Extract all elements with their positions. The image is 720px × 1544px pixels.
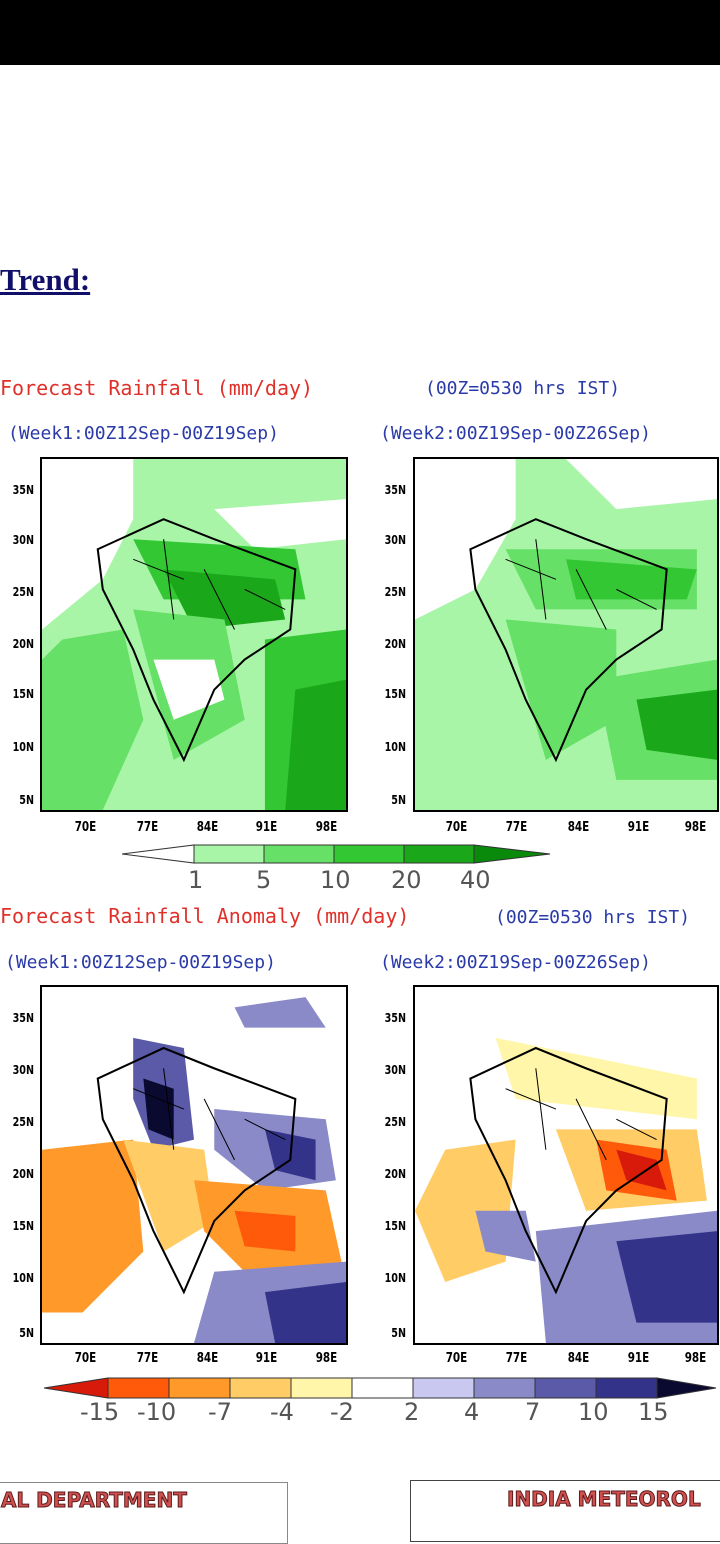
footer-right-box: INDIA METEOROL xyxy=(410,1480,720,1542)
footer-right-title: INDIA METEOROL xyxy=(507,1487,702,1512)
colorbar-label: 10 xyxy=(578,1398,609,1426)
lon-label: 91E xyxy=(627,820,650,835)
lat-label: 35N xyxy=(12,1011,35,1025)
lon-label: 98E xyxy=(315,820,338,835)
colorbar-label: 2 xyxy=(404,1398,420,1426)
lat-label: 35N xyxy=(12,483,35,497)
lon-label: 84E xyxy=(567,1351,590,1366)
rainfall-title: Forecast Rainfall (mm/day) xyxy=(0,376,314,400)
lon-label: 70E xyxy=(74,1351,97,1366)
lat-label: 30N xyxy=(12,533,35,547)
anomaly-week1-map xyxy=(40,985,348,1345)
lon-label: 77E xyxy=(136,1351,159,1366)
lat-label: 5N xyxy=(391,793,406,807)
trend-heading: Trend: xyxy=(0,262,91,297)
lon-label: 91E xyxy=(255,820,278,835)
lat-label: 35N xyxy=(384,483,406,497)
colorbar-label: 40 xyxy=(460,866,491,894)
rainfall-week2-label: (Week2:00Z19Sep-00Z26Sep) xyxy=(380,423,651,444)
colorbar-label: -2 xyxy=(330,1398,354,1426)
colorbar-label: 5 xyxy=(256,866,272,894)
top-bar xyxy=(0,0,720,65)
lat-label: 25N xyxy=(384,585,406,599)
lon-label: 98E xyxy=(684,820,707,835)
colorbar-label: 7 xyxy=(525,1398,541,1426)
lon-label: 84E xyxy=(567,820,590,835)
lon-label: 77E xyxy=(505,1351,528,1366)
lon-label: 70E xyxy=(445,1351,468,1366)
lat-label: 15N xyxy=(384,1219,406,1233)
lat-label: 20N xyxy=(12,1167,35,1181)
colorbar-label: 15 xyxy=(638,1398,669,1426)
rainfall-time-note: (00Z=0530 hrs IST) xyxy=(425,378,621,399)
anomaly-week2-label: (Week2:00Z19Sep-00Z26Sep) xyxy=(380,952,651,973)
lat-label: 15N xyxy=(12,687,35,701)
lat-label: 5N xyxy=(391,1326,406,1340)
lat-label: 20N xyxy=(12,637,35,651)
anomaly-colorbar xyxy=(44,1377,717,1399)
lat-label: 35N xyxy=(384,1011,406,1025)
lat-label: 20N xyxy=(384,1167,406,1181)
colorbar-label: -15 xyxy=(80,1398,120,1426)
lon-label: 91E xyxy=(255,1351,278,1366)
lat-label: 25N xyxy=(384,1115,406,1129)
lat-label: 10N xyxy=(384,1271,406,1285)
colorbar-label: 4 xyxy=(464,1398,480,1426)
footer-left-box: AL DEPARTMENT xyxy=(0,1482,288,1544)
footer-left-title: AL DEPARTMENT xyxy=(1,1488,188,1513)
rainfall-week2-map xyxy=(413,457,719,812)
anomaly-week1-label: (Week1:00Z12Sep-00Z19Sep) xyxy=(5,952,276,973)
lon-label: 70E xyxy=(74,820,97,835)
lat-label: 10N xyxy=(12,1271,35,1285)
colorbar-label: 1 xyxy=(188,866,204,894)
lon-label: 91E xyxy=(627,1351,650,1366)
lon-label: 98E xyxy=(315,1351,338,1366)
anomaly-time-note: (00Z=0530 hrs IST) xyxy=(495,907,691,928)
lat-label: 15N xyxy=(384,687,406,701)
lat-label: 30N xyxy=(384,533,406,547)
lon-label: 77E xyxy=(505,820,528,835)
lat-label: 10N xyxy=(384,740,406,754)
lat-label: 5N xyxy=(19,793,34,807)
lat-label: 5N xyxy=(19,1326,34,1340)
lat-label: 15N xyxy=(12,1219,35,1233)
colorbar-label: -4 xyxy=(270,1398,294,1426)
lon-label: 84E xyxy=(196,820,219,835)
anomaly-week2-map xyxy=(413,985,719,1345)
lon-label: 84E xyxy=(196,1351,219,1366)
lat-label: 10N xyxy=(12,740,35,754)
lon-label: 77E xyxy=(136,820,159,835)
lon-label: 98E xyxy=(684,1351,707,1366)
colorbar-label: 20 xyxy=(391,866,422,894)
lat-label: 25N xyxy=(12,1115,35,1129)
colorbar-label: -10 xyxy=(137,1398,177,1426)
colorbar-label: -7 xyxy=(208,1398,232,1426)
rainfall-colorbar xyxy=(122,844,551,864)
rainfall-week1-label: (Week1:00Z12Sep-00Z19Sep) xyxy=(8,423,279,444)
anomaly-title: Forecast Rainfall Anomaly (mm/day) xyxy=(0,904,410,928)
lat-label: 30N xyxy=(12,1063,35,1077)
lat-label: 20N xyxy=(384,637,406,651)
rainfall-week1-map xyxy=(40,457,348,812)
lat-label: 25N xyxy=(12,585,35,599)
colorbar-label: 10 xyxy=(320,866,351,894)
lon-label: 70E xyxy=(445,820,468,835)
lat-label: 30N xyxy=(384,1063,406,1077)
